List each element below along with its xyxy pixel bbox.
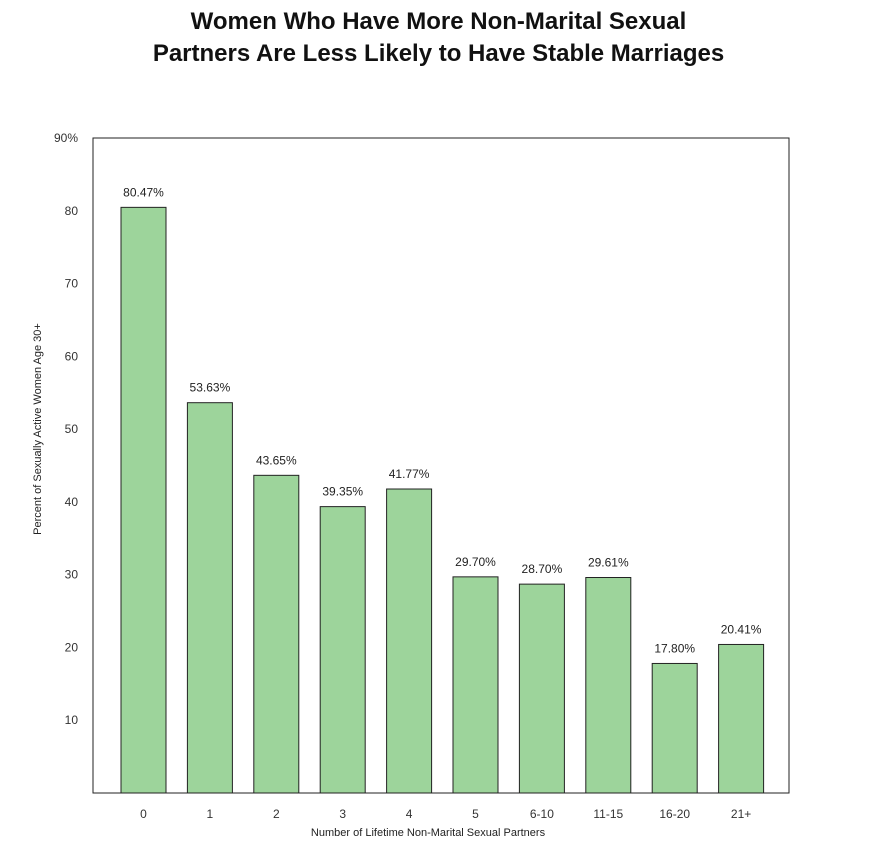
y-tick-label: 60 [65, 349, 79, 363]
bar [319, 506, 366, 794]
data-label: 17.80% [654, 641, 695, 655]
data-label: 28.70% [522, 562, 563, 576]
x-tick-label: 1 [207, 807, 214, 821]
y-tick-label: 10 [65, 713, 79, 727]
bar [386, 488, 433, 794]
y-tick-label: 20 [65, 640, 79, 654]
x-tick-label: 11-15 [593, 807, 623, 821]
x-tick-label: 2 [273, 807, 280, 821]
y-tick-label: 80 [65, 204, 79, 218]
data-label: 80.47% [123, 185, 164, 199]
y-tick-label: 40 [65, 495, 79, 509]
bar [651, 662, 698, 794]
x-axis-ticks: 0 1 2 3 4 5 6-10 11-15 16-20 21+ [140, 807, 751, 821]
x-tick-label: 4 [406, 807, 413, 821]
plot-area-frame [92, 137, 790, 794]
x-tick-label: 16-20 [659, 807, 690, 821]
bar [585, 577, 632, 794]
y-tick-label: 30 [65, 568, 79, 582]
data-label: 29.61% [588, 556, 629, 570]
x-tick-label: 0 [140, 807, 147, 821]
y-tick-label: 50 [65, 422, 79, 436]
bar [452, 576, 499, 794]
x-axis-label: Number of Lifetime Non-Marital Sexual Pa… [311, 827, 546, 839]
x-tick-label: 5 [472, 807, 479, 821]
x-tick-label: 3 [339, 807, 346, 821]
data-label: 41.77% [389, 467, 430, 481]
bar [253, 474, 300, 794]
data-labels: 80.47% 53.63% 43.65% 39.35% 41.77% 29.70% 28.7… [123, 185, 762, 655]
bar [186, 402, 233, 794]
data-label: 20.41% [721, 622, 762, 636]
data-label: 43.65% [256, 453, 297, 467]
bar [120, 206, 167, 794]
x-tick-label: 6-10 [530, 807, 554, 821]
y-axis-ticks: 10 20 30 40 50 60 70 80 90% [54, 131, 78, 727]
chart-title: Women Who Have More Non-Marital Sexual P… [0, 6, 877, 70]
chart-title-line-2: Partners Are Less Likely to Have Stable … [152, 40, 725, 67]
data-label: 39.35% [322, 485, 363, 499]
bar [718, 643, 765, 794]
y-tick-label: 90% [54, 131, 78, 145]
chart-title-line-1: Women Who Have More Non-Marital Sexual [190, 8, 687, 35]
data-label: 29.70% [455, 555, 496, 569]
data-label: 53.63% [190, 381, 231, 395]
y-tick-label: 70 [65, 277, 79, 291]
bars [120, 206, 765, 794]
bar [518, 583, 565, 794]
x-tick-label: 21+ [731, 807, 751, 821]
y-axis-label: Percent of Sexually Active Women Age 30+ [32, 323, 44, 535]
